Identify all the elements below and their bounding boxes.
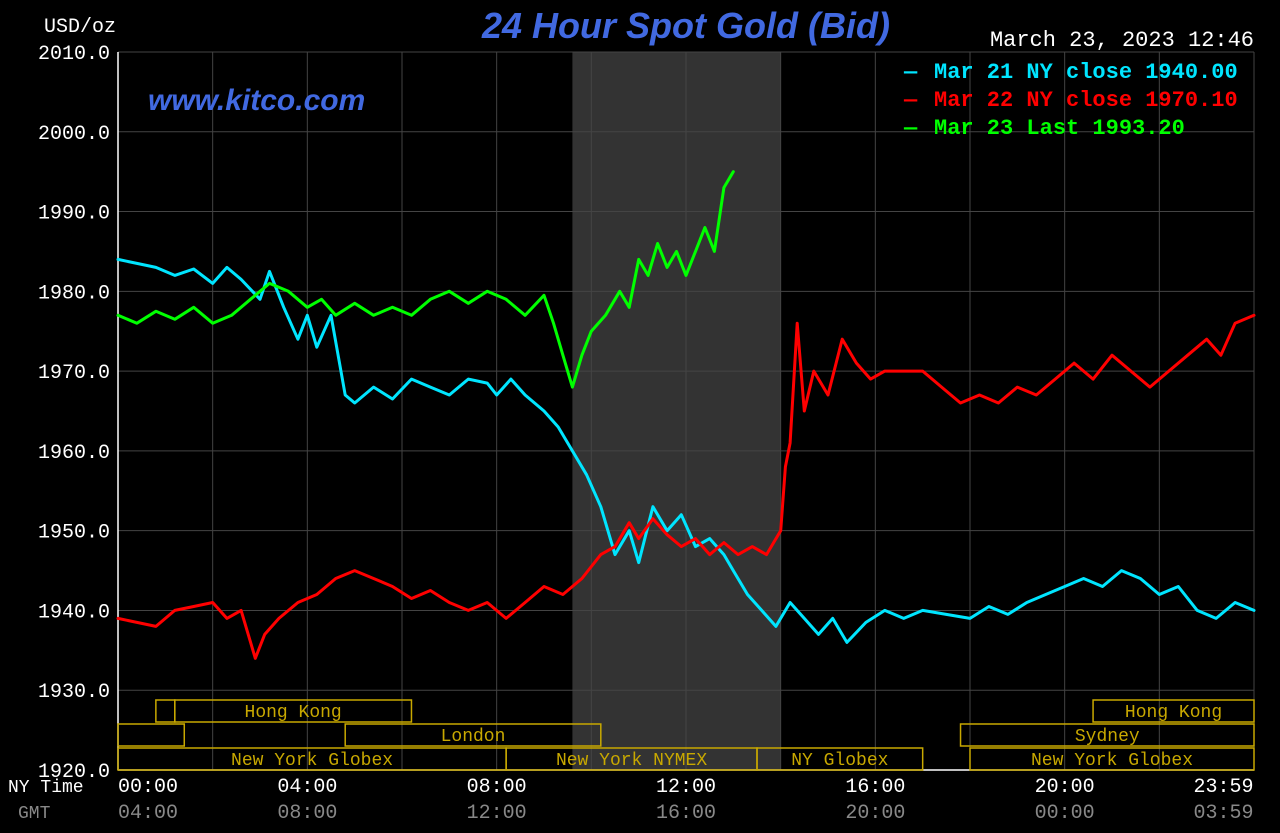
nymex-session-band (572, 52, 780, 770)
y-axis-label: USD/oz (44, 16, 116, 39)
y-tick-label: 2010.0 (38, 43, 110, 66)
x-tick-gmt: 03:59 (1194, 802, 1254, 825)
x-tick-ny: 20:00 (1035, 776, 1095, 799)
x-tick-gmt: 20:00 (845, 802, 905, 825)
y-tick-label: 1930.0 (38, 681, 110, 704)
x-tick-gmt: 16:00 (656, 802, 716, 825)
watermark: www.kitco.com (148, 84, 365, 117)
chart-svg: 1920.01930.01940.01950.01960.01970.01980… (0, 0, 1280, 833)
chart-timestamp: March 23, 2023 12:46 (990, 28, 1254, 53)
legend-item: Mar 23 Last 1993.20 (934, 116, 1185, 141)
legend-dash: — (903, 60, 918, 85)
market-session-label: Hong Kong (1125, 703, 1222, 723)
legend-dash: — (903, 116, 918, 141)
y-tick-label: 1970.0 (38, 362, 110, 385)
x-tick-ny: 08:00 (467, 776, 527, 799)
gold-chart: 1920.01930.01940.01950.01960.01970.01980… (0, 0, 1280, 833)
y-tick-label: 1980.0 (38, 282, 110, 305)
legend-item: Mar 21 NY close 1940.00 (934, 60, 1238, 85)
x-tick-ny: 23:59 (1194, 776, 1254, 799)
market-session-label: NY Globex (791, 751, 888, 771)
legend-dash: — (903, 88, 918, 113)
y-tick-label: 1940.0 (38, 601, 110, 624)
y-tick-label: 1990.0 (38, 203, 110, 226)
x-tick-gmt: 04:00 (118, 802, 178, 825)
market-session-label: Sydney (1075, 727, 1140, 747)
x-axis-gmt-label: GMT (18, 804, 51, 824)
legend-item: Mar 22 NY close 1970.10 (934, 88, 1238, 113)
y-tick-label: 1960.0 (38, 442, 110, 465)
x-tick-gmt: 08:00 (277, 802, 337, 825)
x-tick-ny: 04:00 (277, 776, 337, 799)
y-tick-label: 2000.0 (38, 123, 110, 146)
market-session-label: New York NYMEX (556, 751, 707, 771)
market-session-label: New York Globex (1031, 751, 1193, 771)
x-tick-ny: 16:00 (845, 776, 905, 799)
y-tick-label: 1950.0 (38, 522, 110, 545)
x-tick-ny: 12:00 (656, 776, 716, 799)
x-axis-ny-label: NY Time (8, 778, 84, 798)
x-tick-gmt: 00:00 (1035, 802, 1095, 825)
market-session-label: New York Globex (231, 751, 393, 771)
market-session-label: London (441, 727, 506, 747)
chart-title: 24 Hour Spot Gold (Bid) (481, 5, 890, 46)
market-session-label: Hong Kong (245, 703, 342, 723)
x-tick-gmt: 12:00 (467, 802, 527, 825)
x-tick-ny: 00:00 (118, 776, 178, 799)
